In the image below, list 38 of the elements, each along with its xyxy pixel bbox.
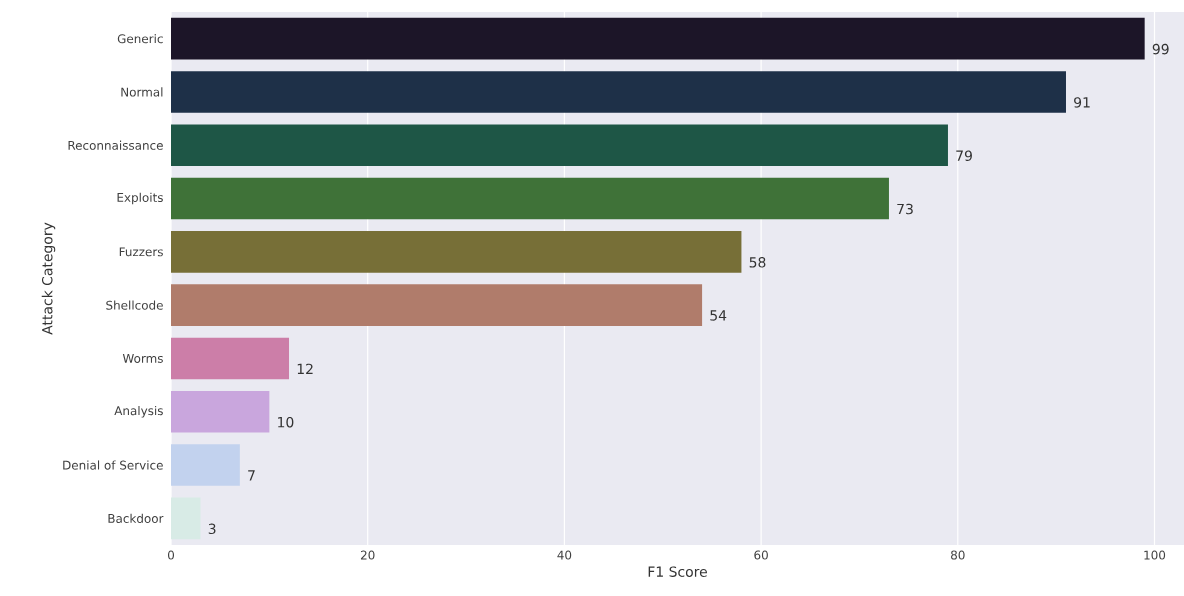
data-label: 3 (208, 523, 216, 535)
data-label: 91 (1074, 97, 1090, 108)
y-tick-label: Fuzzers (119, 247, 163, 257)
bar (171, 390, 270, 433)
data-label: 12 (297, 363, 313, 374)
x-tick-label: 40 (557, 550, 572, 560)
data-label: 79 (956, 150, 972, 161)
x-tick-label: 20 (360, 550, 375, 560)
data-label: 10 (278, 416, 294, 428)
bar (171, 231, 742, 273)
bar (171, 124, 948, 167)
bar (171, 71, 1066, 113)
x-tick-label: 80 (951, 550, 965, 560)
data-label: 73 (897, 203, 913, 215)
x-tick-label: 60 (754, 550, 768, 560)
y-tick-label: Exploits (117, 192, 163, 205)
y-tick-label: Shellcode (106, 300, 163, 310)
bar (171, 17, 1145, 60)
bar (171, 497, 201, 540)
x-tick-label: 0 (167, 550, 175, 560)
y-tick-label: Backdoor (108, 513, 164, 523)
y-tick-label: Denial of Service (63, 460, 163, 470)
bar (171, 444, 240, 486)
y-axis-title: Attack Category (41, 222, 56, 335)
y-tick-label: Reconnaissance (68, 140, 163, 150)
bar (171, 284, 703, 326)
data-label: 58 (749, 257, 766, 268)
y-tick-label: Worms (122, 354, 163, 363)
bar (171, 337, 290, 380)
y-tick-label: Analysis (114, 405, 163, 418)
y-tick-label: Generic (117, 34, 163, 44)
data-label: 7 (248, 470, 255, 481)
x-tick-label: 100 (1144, 550, 1166, 560)
bar (171, 177, 889, 220)
data-label: 99 (1152, 43, 1169, 55)
data-label: 54 (710, 310, 727, 321)
x-axis-title: F1 Score (648, 566, 707, 577)
y-tick-label: Normal (121, 87, 163, 97)
